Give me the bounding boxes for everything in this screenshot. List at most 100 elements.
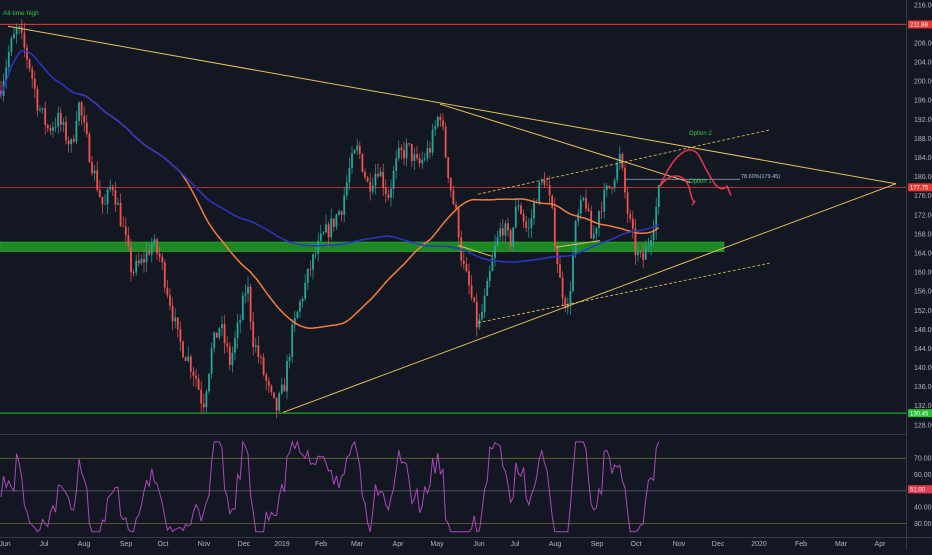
moving-average-blue	[0, 49, 660, 263]
candle-body	[5, 67, 8, 81]
candle-body	[585, 197, 587, 209]
candle-body	[434, 126, 437, 130]
candle-body	[223, 324, 226, 344]
candle-body	[93, 170, 96, 174]
candle-body	[166, 287, 169, 296]
candle-body	[319, 233, 322, 241]
candle	[634, 218, 637, 265]
candle	[75, 110, 78, 145]
candle	[564, 295, 567, 313]
candle-body	[629, 213, 632, 219]
option-2-projection	[659, 149, 732, 197]
candle-body	[23, 32, 26, 48]
candle-body	[590, 210, 593, 239]
candle-body	[644, 246, 647, 260]
candle	[527, 218, 530, 238]
candle	[465, 256, 468, 273]
candle-body	[587, 208, 590, 211]
candle-body	[631, 218, 634, 229]
candle-body	[465, 264, 468, 272]
candle-body	[514, 206, 517, 228]
candle-body	[488, 271, 491, 281]
candle-body	[236, 322, 239, 339]
candle-body	[46, 125, 49, 129]
candle	[18, 25, 21, 34]
time-tick-label: Nov	[673, 541, 686, 548]
candle-body	[62, 121, 65, 125]
candle-body	[260, 357, 262, 358]
candle-body	[592, 234, 595, 239]
candle-body	[117, 203, 119, 205]
candle-body	[10, 38, 13, 53]
candle	[577, 209, 580, 227]
candle-body	[351, 153, 353, 168]
candle-body	[335, 214, 338, 227]
candle	[13, 26, 15, 39]
candle-body	[634, 228, 637, 256]
drawings-layer	[7, 25, 897, 413]
candle	[408, 142, 411, 147]
rsi-tick-label: 60.00	[914, 472, 932, 479]
candle-body	[280, 384, 283, 394]
time-axis[interactable]: Jun Jul Aug Sep Oct Nov Dec 2019 Feb Mar Apr May Jun…	[0, 541, 886, 548]
price-tick-label: 176.00	[914, 193, 932, 200]
candle	[390, 179, 392, 207]
candle	[637, 246, 639, 262]
candle	[468, 263, 470, 295]
candle	[215, 332, 218, 338]
candle	[153, 234, 156, 246]
candle-body	[296, 311, 299, 319]
candle	[426, 140, 429, 162]
price-tick-label: 160.00	[914, 270, 932, 277]
candle-body	[267, 380, 270, 386]
candle-body	[179, 329, 182, 342]
rsi-tick-label: 70.00	[914, 456, 932, 463]
candle-body	[403, 150, 405, 159]
candle-body	[379, 171, 382, 177]
candle-body	[304, 282, 307, 299]
candle-body	[270, 385, 273, 393]
candle-body	[122, 225, 125, 227]
price-axis[interactable]: 128.00 132.00 136.00 140.00 144.00 148.00 152.…	[908, 2, 932, 528]
candle	[39, 105, 41, 113]
candle-body	[647, 245, 650, 247]
candle-body	[364, 171, 366, 178]
candle-body	[439, 116, 442, 121]
candle	[239, 314, 242, 333]
candle-body	[527, 227, 530, 229]
candle-body	[553, 207, 556, 248]
price-tick-label: 156.00	[914, 289, 932, 296]
candle	[595, 227, 598, 241]
option-2-label: Option 2	[689, 131, 712, 137]
candle	[538, 181, 541, 206]
candle-body	[491, 257, 494, 272]
candle	[236, 313, 239, 349]
candle	[520, 202, 522, 215]
price-tag-label: 211.88	[910, 23, 929, 29]
candles-layer[interactable]	[0, 19, 660, 418]
candle	[384, 179, 387, 203]
candle-body	[75, 121, 78, 142]
candle	[358, 141, 361, 160]
candle	[80, 101, 83, 126]
zones-layer	[0, 23, 906, 414]
candle	[202, 393, 205, 413]
candle	[345, 174, 348, 200]
candle	[205, 389, 208, 414]
candle-body	[330, 218, 333, 238]
candle-body	[397, 147, 400, 159]
candle	[262, 353, 265, 377]
candle-body	[338, 211, 340, 215]
time-tick-label: Aug	[549, 541, 562, 548]
candle	[366, 176, 369, 183]
candle-body	[613, 180, 616, 189]
candle	[486, 277, 489, 297]
rsi-panel[interactable]	[0, 440, 906, 533]
candle	[5, 59, 8, 89]
candle-body	[132, 272, 135, 273]
price-tick-label: 140.00	[914, 365, 932, 372]
candle	[122, 216, 125, 227]
candle-body	[340, 211, 343, 215]
